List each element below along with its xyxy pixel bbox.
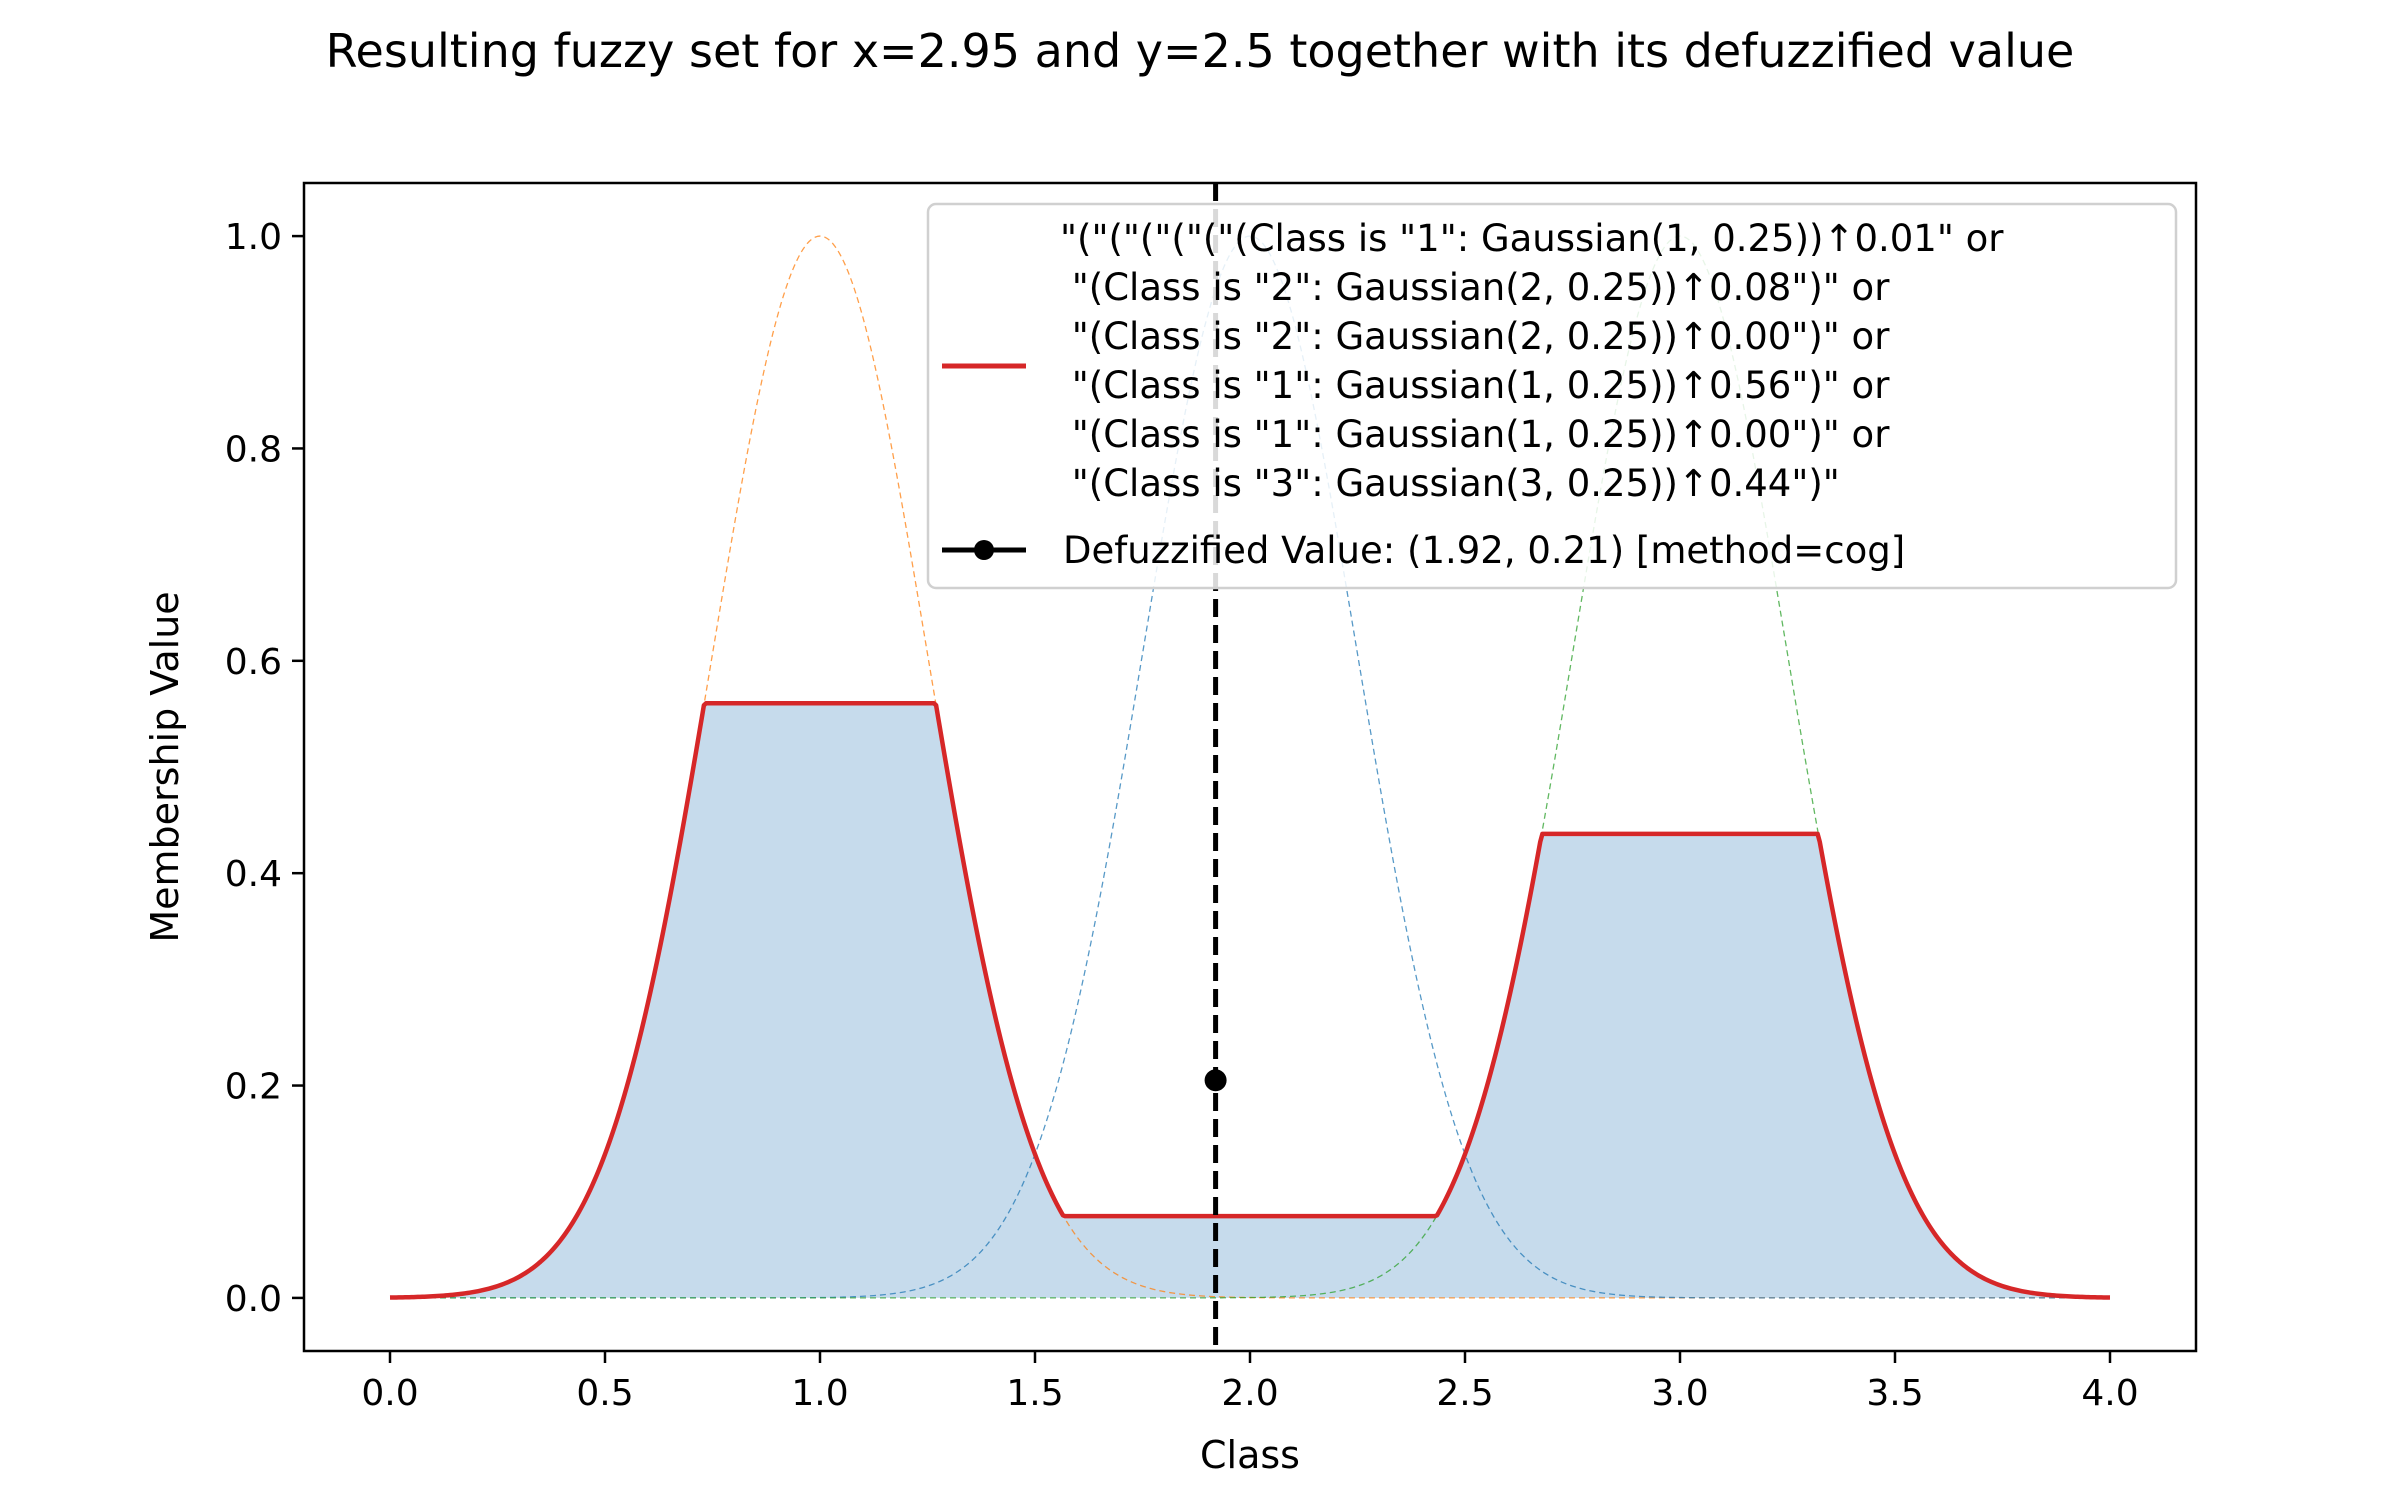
legend-result-line: "(Class is "1": Gaussian(1, 0.25))↑0.00"… bbox=[1060, 413, 1890, 456]
y-tick-label: 0.6 bbox=[225, 642, 282, 683]
result-set-line bbox=[389, 701, 2111, 1300]
legend-result-line: "("("("("("(Class is "1": Gaussian(1, 0.… bbox=[1060, 217, 2004, 260]
defuzzified-point bbox=[1204, 1069, 1227, 1092]
y-tick-label: 1.0 bbox=[225, 217, 282, 258]
chart-title: Resulting fuzzy set for x=2.95 and y=2.5… bbox=[326, 24, 2075, 78]
y-tick-label: 0.2 bbox=[225, 1067, 282, 1108]
legend-result-label: "("("("("("(Class is "1": Gaussian(1, 0.… bbox=[1060, 217, 2015, 505]
x-tick-label: 4.0 bbox=[2081, 1373, 2138, 1414]
x-tick-label: 3.5 bbox=[1866, 1373, 1923, 1414]
legend-result-line: "(Class is "1": Gaussian(1, 0.25))↑0.56"… bbox=[1060, 364, 1890, 407]
x-axis: 0.0 0.5 1.0 1.5 2.0 2.5 3.0 3.5 4.0 bbox=[361, 1351, 2139, 1414]
legend: "("("("("("(Class is "1": Gaussian(1, 0.… bbox=[926, 202, 2178, 590]
y-axis-label: Membership Value bbox=[143, 591, 187, 942]
y-tick-label: 0.8 bbox=[225, 429, 282, 470]
x-tick-label: 2.0 bbox=[1221, 1373, 1278, 1414]
result-set-fill bbox=[390, 703, 2110, 1298]
legend-box bbox=[926, 202, 2178, 590]
x-tick-label: 2.5 bbox=[1436, 1373, 1493, 1414]
legend-result-line: "(Class is "3": Gaussian(3, 0.25))↑0.44"… bbox=[1060, 462, 1840, 505]
x-axis-label: Class bbox=[1200, 1433, 1300, 1477]
x-tick-label: 1.5 bbox=[1006, 1373, 1063, 1414]
legend-result-line: "(Class is "2": Gaussian(2, 0.25))↑0.00"… bbox=[1060, 315, 1890, 358]
y-tick-label: 0.0 bbox=[225, 1279, 282, 1320]
legend-defuzz-marker bbox=[974, 540, 994, 560]
legend-defuzz-label: Defuzzified Value: (1.92, 0.21) [method=… bbox=[1063, 529, 1905, 572]
x-tick-label: 3.0 bbox=[1651, 1373, 1708, 1414]
legend-result-line: "(Class is "2": Gaussian(2, 0.25))↑0.08"… bbox=[1060, 266, 1890, 309]
x-tick-label: 0.5 bbox=[576, 1373, 633, 1414]
x-tick-label: 1.0 bbox=[791, 1373, 848, 1414]
y-tick-label: 0.4 bbox=[225, 854, 282, 895]
y-axis: 0.0 0.2 0.4 0.6 0.8 1.0 bbox=[225, 217, 304, 1320]
x-tick-label: 0.0 bbox=[361, 1373, 418, 1414]
